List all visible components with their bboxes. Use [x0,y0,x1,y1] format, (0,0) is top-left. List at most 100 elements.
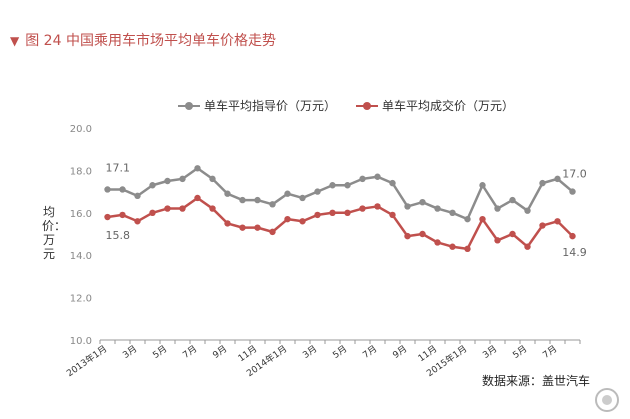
data-point-s0 [194,165,201,172]
data-point-s1 [209,205,216,212]
data-point-s1 [569,232,576,240]
x-tick-label: 7月 [541,343,559,360]
y-tick-label: 16.0 [70,209,92,220]
data-point-s0 [479,182,486,189]
data-point-s0 [434,205,441,212]
data-point-s0 [389,179,396,187]
data-point-s1 [434,239,441,246]
data-point-s1 [464,245,471,253]
data-point-s0 [254,196,261,204]
data-point-s1 [344,209,351,216]
data-point-s0 [329,182,336,189]
data-point-s0 [224,190,231,197]
data-point-s1 [224,220,231,227]
x-tick-label: 3月 [301,343,319,360]
x-tick-label: 11月 [236,343,259,364]
data-point-s1 [239,224,246,231]
data-point-s1 [104,213,111,221]
data-label: 15.8 [106,229,131,242]
data-point-s0 [134,192,141,200]
series-line-0 [107,167,574,221]
data-point-s1 [494,237,501,244]
data-point-s1 [554,218,561,225]
y-tick-label: 10.0 [70,336,92,347]
data-point-s0 [539,179,546,187]
data-point-s0 [284,190,291,197]
data-point-s0 [269,201,276,208]
data-point-s1 [119,211,126,219]
data-label: 14.9 [562,246,587,259]
data-point-s1 [314,211,321,219]
x-tick-label: 9月 [211,343,229,360]
data-point-s1 [194,194,201,202]
data-point-s0 [419,199,426,206]
data-point-s0 [404,203,411,210]
data-point-s0 [464,215,471,223]
x-tick-label: 9月 [391,343,409,360]
data-point-s0 [149,182,156,189]
data-point-s1 [449,243,456,250]
data-point-s0 [554,175,561,183]
data-source: 数据来源：盖世汽车 [481,374,590,388]
data-point-s0 [374,173,381,180]
data-point-s0 [104,186,111,193]
data-point-s1 [134,218,141,225]
data-point-s1 [404,232,411,240]
x-tick-label: 11月 [416,343,439,364]
data-point-s0 [359,175,366,183]
data-point-s1 [389,211,396,219]
legend-label-deal-price: 单车平均成交价（万元） [382,99,515,113]
data-point-s0 [299,194,306,202]
data-point-s1 [254,224,261,231]
data-point-s0 [239,196,246,204]
y-tick-label: 12.0 [70,294,92,305]
x-tick-label: 2013年1月 [64,343,109,380]
data-point-s0 [509,196,516,204]
data-point-s1 [269,228,276,236]
data-point-s1 [524,243,531,250]
data-point-s1 [509,230,516,238]
data-point-s0 [209,175,216,183]
figure-title-text: 图 24 中国乘用车市场平均单车价格走势 [25,33,276,49]
legend: 单车平均指导价（万元） 单车平均成交价（万元） [0,97,630,115]
data-point-s0 [344,182,351,189]
watermark-logo-icon [595,388,619,412]
legend-item-guide-price: 单车平均指导价（万元） [178,97,336,114]
data-point-s0 [119,186,126,193]
data-label: 17.0 [562,168,587,181]
data-point-s0 [314,188,321,195]
x-tick-label: 3月 [481,343,499,360]
data-label: 17.1 [106,161,131,174]
x-tick-label: 5月 [151,343,169,360]
data-point-s0 [569,188,576,195]
data-point-s1 [284,215,291,223]
data-point-s1 [419,230,426,238]
data-point-s0 [494,205,501,212]
data-point-s0 [164,177,171,185]
data-point-s0 [449,209,456,216]
x-tick-label: 7月 [361,343,379,360]
x-tick-label: 5月 [331,343,349,360]
data-point-s0 [179,175,186,183]
data-point-s1 [359,205,366,212]
legend-swatch-red-icon [356,101,378,111]
triangle-down-icon: ▼ [10,34,20,48]
data-point-s1 [149,209,156,216]
data-point-s1 [299,218,306,225]
data-point-s0 [524,207,531,214]
legend-label-guide-price: 单车平均指导价（万元） [204,99,337,113]
data-point-s1 [374,203,381,210]
x-tick-label: 7月 [181,343,199,360]
y-tick-label: 18.0 [70,166,92,177]
y-tick-label: 20.0 [70,124,92,135]
data-point-s1 [164,205,171,212]
data-point-s1 [539,222,546,229]
x-tick-label: 5月 [511,343,529,360]
data-point-s1 [329,209,336,216]
x-tick-label: 3月 [121,343,139,360]
figure-title: ▼ 图 24 中国乘用车市场平均单车价格走势 [10,30,276,50]
legend-item-deal-price: 单车平均成交价（万元） [356,97,514,114]
data-point-s1 [179,205,186,212]
legend-swatch-gray-icon [178,101,200,111]
